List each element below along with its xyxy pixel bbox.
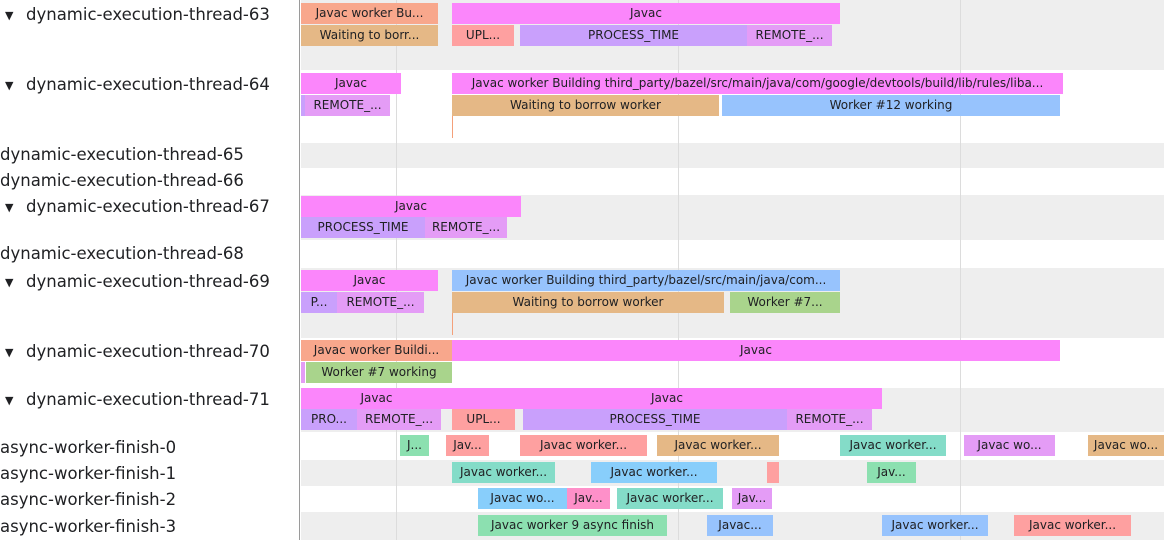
- trace-slice[interactable]: REMOTE_...: [305, 95, 390, 116]
- trace-slice[interactable]: Javac: [452, 3, 840, 24]
- track-labels-panel: ▼ dynamic-execution-thread-63 ▼ dynamic-exe…: [0, 0, 300, 540]
- track-label[interactable]: dynamic-execution-thread-66: [0, 0, 300, 540]
- grid-line: [960, 0, 961, 540]
- trace-slice[interactable]: Jav...: [732, 488, 772, 509]
- track-name: async-worker-finish-0: [0, 438, 177, 457]
- track-name: async-worker-finish-1: [0, 464, 177, 483]
- trace-slice[interactable]: Javac: [301, 270, 438, 291]
- trace-slice[interactable]: Javac worker...: [591, 462, 717, 483]
- track-name: dynamic-execution-thread-68: [0, 244, 244, 263]
- track-name: dynamic-execution-thread-63: [26, 5, 270, 24]
- collapse-triangle-icon[interactable]: ▼: [5, 79, 14, 92]
- track-row: [301, 168, 1164, 195]
- trace-slice[interactable]: Javac wo...: [478, 488, 567, 509]
- trace-slice[interactable]: Javac worker Building third_party/bazel/…: [452, 270, 840, 291]
- trace-slice[interactable]: Jav...: [446, 435, 489, 456]
- collapse-triangle-icon[interactable]: ▼: [5, 9, 14, 22]
- flow-marker: [452, 313, 453, 335]
- trace-slice[interactable]: Javac worker...: [840, 435, 946, 456]
- trace-slice[interactable]: Worker #12 working: [722, 95, 1060, 116]
- collapse-triangle-icon[interactable]: ▼: [5, 201, 14, 214]
- track-name: dynamic-execution-thread-71: [26, 390, 270, 409]
- trace-slice[interactable]: Waiting to borrow worker: [452, 292, 724, 313]
- track-row: [301, 143, 1164, 168]
- trace-slice[interactable]: Javac worker...: [1014, 515, 1131, 536]
- timeline-area: Javac worker Bu... Javac Waiting to borr..…: [301, 0, 1164, 540]
- trace-slice[interactable]: Javac: [301, 73, 401, 94]
- trace-slice[interactable]: [767, 462, 779, 483]
- flow-marker: [452, 116, 453, 138]
- track-name: dynamic-execution-thread-69: [26, 272, 270, 291]
- trace-slice[interactable]: PROCESS_TIME: [523, 409, 787, 430]
- collapse-triangle-icon[interactable]: ▼: [5, 276, 14, 289]
- trace-slice[interactable]: Worker #7...: [730, 292, 840, 313]
- trace-slice[interactable]: Waiting to borrow worker: [452, 95, 719, 116]
- track-label[interactable]: async-worker-finish-1: [0, 0, 300, 540]
- track-label[interactable]: ▼ dynamic-execution-thread-67: [0, 0, 300, 540]
- trace-slice[interactable]: Javac worker...: [882, 515, 988, 536]
- trace-slice[interactable]: Javac worker Buildi...: [301, 340, 452, 361]
- trace-slice[interactable]: J...: [400, 435, 429, 456]
- trace-slice[interactable]: Javac: [452, 340, 1060, 361]
- track-label[interactable]: ▼ dynamic-execution-thread-63: [0, 0, 300, 540]
- track-label[interactable]: dynamic-execution-thread-68: [0, 0, 300, 540]
- trace-slice[interactable]: REMOTE_...: [425, 217, 507, 238]
- track-name: async-worker-finish-2: [0, 490, 177, 509]
- trace-slice[interactable]: Waiting to borr...: [301, 25, 438, 46]
- trace-slice[interactable]: Javac wo...: [964, 435, 1055, 456]
- trace-slice[interactable]: Worker #7 working: [306, 362, 452, 383]
- trace-slice[interactable]: UPL...: [452, 25, 514, 46]
- track-row: [301, 240, 1164, 268]
- track-label[interactable]: async-worker-finish-2: [0, 0, 300, 540]
- trace-slice[interactable]: REMOTE_...: [357, 409, 441, 430]
- track-label[interactable]: async-worker-finish-3: [0, 0, 300, 540]
- trace-slice[interactable]: [301, 362, 305, 383]
- trace-slice[interactable]: Javac worker Bu...: [301, 3, 438, 24]
- collapse-triangle-icon[interactable]: ▼: [5, 394, 14, 407]
- trace-slice[interactable]: Jav...: [867, 462, 916, 483]
- trace-slice[interactable]: PROCESS_TIME: [301, 217, 425, 238]
- trace-slice[interactable]: Javac wo...: [1088, 435, 1164, 456]
- trace-slice[interactable]: Javac worker Building third_party/bazel/…: [452, 73, 1063, 94]
- track-name: async-worker-finish-3: [0, 517, 177, 536]
- track-name: dynamic-execution-thread-70: [26, 342, 270, 361]
- trace-slice[interactable]: Javac: [301, 196, 521, 217]
- trace-slice[interactable]: Javac worker...: [520, 435, 647, 456]
- trace-slice[interactable]: REMOTE_...: [747, 25, 832, 46]
- trace-slice[interactable]: Javac: [452, 388, 882, 409]
- trace-slice[interactable]: Javac...: [707, 515, 773, 536]
- track-label[interactable]: ▼ dynamic-execution-thread-70: [0, 0, 300, 540]
- track-label[interactable]: ▼ dynamic-execution-thread-64: [0, 0, 300, 540]
- trace-slice[interactable]: UPL...: [452, 409, 515, 430]
- track-label[interactable]: ▼ dynamic-execution-thread-69: [0, 0, 300, 540]
- track-name: dynamic-execution-thread-66: [0, 171, 244, 190]
- track-name: dynamic-execution-thread-65: [0, 145, 244, 164]
- trace-slice[interactable]: REMOTE_...: [337, 292, 424, 313]
- trace-slice[interactable]: PROCESS_TIME: [520, 25, 747, 46]
- track-label[interactable]: ▼ dynamic-execution-thread-71: [0, 0, 300, 540]
- trace-slice[interactable]: PRO...: [301, 409, 357, 430]
- track-name: dynamic-execution-thread-67: [26, 197, 270, 216]
- trace-slice[interactable]: P...: [301, 292, 337, 313]
- track-name: dynamic-execution-thread-64: [26, 75, 270, 94]
- trace-slice[interactable]: Javac: [301, 388, 452, 409]
- trace-slice[interactable]: REMOTE_...: [787, 409, 872, 430]
- collapse-triangle-icon[interactable]: ▼: [5, 346, 14, 359]
- trace-slice[interactable]: Javac worker...: [452, 462, 555, 483]
- track-label[interactable]: async-worker-finish-0: [0, 0, 300, 540]
- trace-slice[interactable]: Javac worker...: [617, 488, 723, 509]
- track-row: [301, 460, 1164, 486]
- trace-slice[interactable]: [301, 95, 305, 116]
- trace-slice[interactable]: Jav...: [567, 488, 610, 509]
- trace-slice[interactable]: Javac worker...: [657, 435, 779, 456]
- trace-slice[interactable]: Javac worker 9 async finish: [478, 515, 667, 536]
- track-label[interactable]: dynamic-execution-thread-65: [0, 0, 300, 540]
